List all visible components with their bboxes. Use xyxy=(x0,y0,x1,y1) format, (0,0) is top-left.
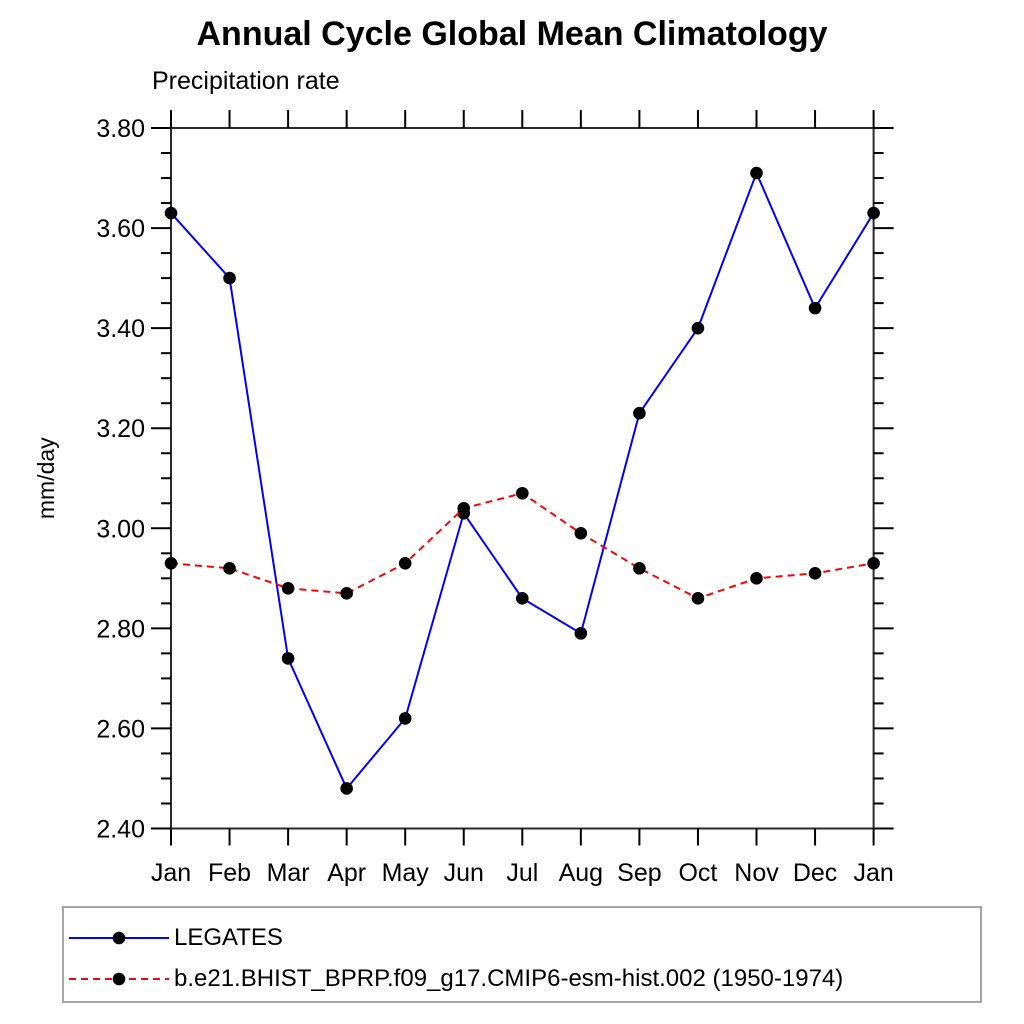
x-tick-label: Oct xyxy=(678,859,717,887)
legend-label-model: b.e21.BHIST_BPRP.f09_g17.CMIP6-esm-hist.… xyxy=(174,964,844,992)
x-tick-label: Dec xyxy=(793,859,837,887)
legend-entry-model: b.e21.BHIST_BPRP.f09_g17.CMIP6-esm-hist.… xyxy=(64,958,980,999)
x-tick-label: Jan xyxy=(151,859,191,887)
data-point-marker xyxy=(398,712,412,725)
data-point-marker xyxy=(633,562,646,575)
y-tick-label: 3.00 xyxy=(96,515,145,543)
data-point-marker xyxy=(633,406,646,420)
y-tick-label: 3.60 xyxy=(96,215,145,243)
data-point-marker xyxy=(223,562,236,575)
data-point-marker xyxy=(867,557,880,570)
legend-line-sample-solid xyxy=(69,931,169,944)
legend-sample-marker xyxy=(112,972,126,985)
legend-sample-marker xyxy=(112,931,126,944)
y-tick-label: 3.80 xyxy=(96,115,145,143)
data-point-marker xyxy=(398,557,412,570)
data-point-marker xyxy=(457,501,471,515)
legend-box: LEGATES b.e21.BHIST_BPRP.f09_g17.CMIP6-e… xyxy=(62,906,982,1003)
data-point-marker xyxy=(691,321,705,335)
x-tick-label: Aug xyxy=(559,859,603,887)
data-point-marker xyxy=(808,301,822,315)
data-point-marker xyxy=(281,652,295,665)
data-point-marker xyxy=(750,166,763,180)
data-point-marker xyxy=(340,587,353,600)
data-point-marker xyxy=(340,782,353,795)
y-tick-label: 3.40 xyxy=(96,315,145,343)
x-tick-label: Jun xyxy=(444,859,484,887)
data-point-marker xyxy=(574,526,588,540)
data-point-marker xyxy=(164,557,178,570)
y-tick-label: 2.40 xyxy=(96,816,145,844)
x-tick-label: Jan xyxy=(853,859,893,887)
series-line-legates xyxy=(170,170,875,791)
data-point-marker xyxy=(164,206,178,220)
x-tick-label: Apr xyxy=(327,859,366,887)
chart-title: Annual Cycle Global Mean Climatology xyxy=(196,15,828,53)
data-point-marker xyxy=(691,592,705,605)
x-tick-label: Nov xyxy=(734,859,779,887)
plot-frame xyxy=(170,127,875,830)
y-tick-label: 2.80 xyxy=(96,615,145,643)
data-point-marker xyxy=(281,582,295,595)
legend-line-sample-dashed xyxy=(69,972,169,985)
x-tick-label: Feb xyxy=(208,859,251,887)
data-point-marker xyxy=(574,627,588,640)
legend-label-legates: LEGATES xyxy=(174,923,283,951)
x-tick-label: Jul xyxy=(506,859,538,887)
x-tick-label: Sep xyxy=(617,859,661,887)
data-point-marker xyxy=(516,592,529,605)
x-tick-label: Mar xyxy=(267,859,310,887)
data-point-marker xyxy=(808,567,822,580)
chart-subtitle: Precipitation rate xyxy=(152,67,340,95)
y-tick-label: 3.20 xyxy=(96,415,145,443)
y-tick-label: 2.60 xyxy=(96,715,145,743)
x-tick-label: May xyxy=(382,859,430,887)
data-point-marker xyxy=(223,271,236,285)
data-point-marker xyxy=(750,572,763,585)
data-point-marker xyxy=(867,206,880,220)
legend-entry-legates: LEGATES xyxy=(64,917,980,958)
y-axis-title: mm/day xyxy=(33,437,59,519)
data-point-marker xyxy=(516,486,529,500)
